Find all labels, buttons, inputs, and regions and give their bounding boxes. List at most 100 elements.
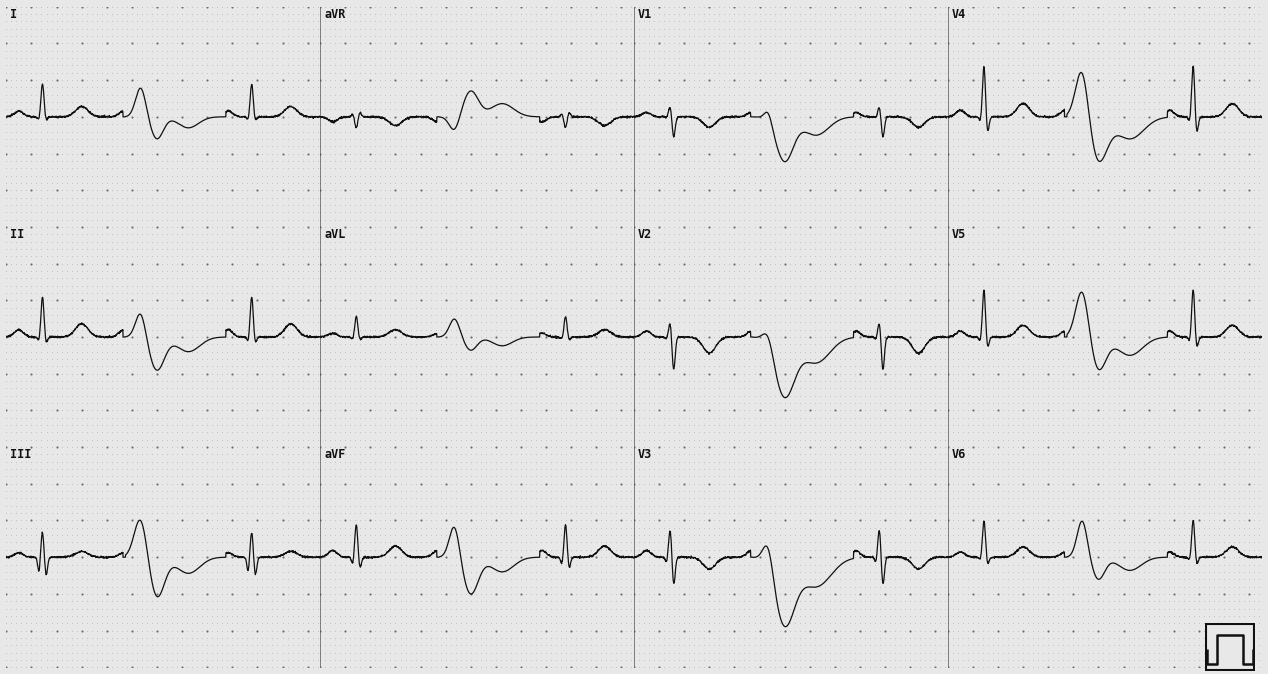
Point <box>247 148 268 159</box>
Point <box>1018 405 1038 416</box>
Point <box>283 207 303 218</box>
Point <box>486 222 506 233</box>
Point <box>57 508 77 518</box>
Point <box>61 75 81 86</box>
Point <box>416 75 436 86</box>
Point <box>521 31 541 42</box>
Point <box>880 368 900 379</box>
Point <box>591 119 611 129</box>
Point <box>127 251 147 262</box>
Point <box>411 441 431 452</box>
Point <box>375 456 396 467</box>
Point <box>91 412 112 423</box>
Point <box>1188 170 1208 181</box>
Point <box>268 361 288 372</box>
Point <box>694 222 714 233</box>
Point <box>824 647 844 658</box>
Point <box>586 200 606 210</box>
Point <box>496 405 516 416</box>
Point <box>1118 332 1139 342</box>
Point <box>66 214 86 225</box>
Point <box>330 251 350 262</box>
Point <box>309 133 330 144</box>
Point <box>596 552 616 563</box>
Point <box>993 522 1013 533</box>
Point <box>819 288 839 299</box>
Point <box>937 530 959 541</box>
Point <box>450 222 470 233</box>
Point <box>61 104 81 115</box>
Point <box>252 288 273 299</box>
Point <box>541 67 562 78</box>
Point <box>1188 552 1208 563</box>
Point <box>481 420 501 431</box>
Point <box>506 163 526 174</box>
Point <box>749 515 770 526</box>
Point <box>252 309 273 320</box>
Point <box>1054 640 1074 650</box>
Point <box>1063 163 1083 174</box>
Point <box>47 354 67 365</box>
Point <box>350 273 370 284</box>
Point <box>440 464 460 474</box>
Point <box>436 148 456 159</box>
Point <box>370 427 391 438</box>
Point <box>501 288 521 299</box>
Point <box>704 581 724 592</box>
Point <box>921 537 941 548</box>
Point <box>142 24 162 34</box>
Point <box>122 309 142 320</box>
Point <box>1008 420 1028 431</box>
Point <box>1134 398 1154 408</box>
Point <box>978 67 998 78</box>
Point <box>309 464 330 474</box>
Point <box>785 236 805 247</box>
Point <box>1123 24 1144 34</box>
Point <box>227 302 247 313</box>
Point <box>440 141 460 152</box>
Point <box>212 441 232 452</box>
Point <box>436 390 456 401</box>
Point <box>1208 361 1229 372</box>
Point <box>1118 192 1139 203</box>
Point <box>1013 75 1033 86</box>
Point <box>391 156 411 166</box>
Point <box>531 398 552 408</box>
Point <box>644 141 664 152</box>
Point <box>411 45 431 56</box>
Point <box>172 82 193 93</box>
Point <box>566 647 586 658</box>
Point <box>207 398 227 408</box>
Point <box>870 82 890 93</box>
Point <box>436 67 456 78</box>
Point <box>237 339 257 350</box>
Point <box>262 111 283 122</box>
Point <box>644 243 664 254</box>
Point <box>795 111 815 122</box>
Point <box>621 24 642 34</box>
Point <box>880 67 900 78</box>
Point <box>744 9 765 20</box>
Point <box>460 522 481 533</box>
Point <box>775 170 795 181</box>
Point <box>101 537 122 548</box>
Point <box>824 632 844 643</box>
Point <box>521 530 541 541</box>
Point <box>122 375 142 386</box>
Point <box>689 368 709 379</box>
Point <box>993 273 1013 284</box>
Point <box>531 222 552 233</box>
Point <box>117 104 137 115</box>
Point <box>704 82 724 93</box>
Point <box>162 163 183 174</box>
Point <box>1174 111 1194 122</box>
Point <box>765 214 785 225</box>
Point <box>1193 368 1213 379</box>
Point <box>101 156 122 166</box>
Point <box>426 266 446 276</box>
Point <box>96 398 117 408</box>
Point <box>601 214 621 225</box>
Point <box>760 405 780 416</box>
Point <box>1113 53 1134 63</box>
Point <box>455 170 476 181</box>
